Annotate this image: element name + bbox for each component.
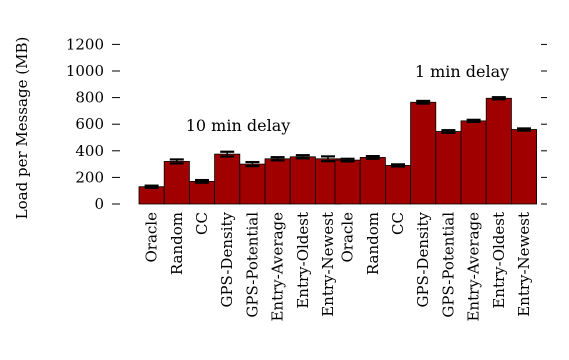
category-label: Entry-Newest xyxy=(515,212,533,317)
y-tick-label: 400 xyxy=(75,142,104,160)
category-label: Entry-Average xyxy=(465,212,483,322)
category-label: Entry-Average xyxy=(269,212,287,322)
bar xyxy=(460,120,487,205)
category-label: Entry-Oldest xyxy=(490,212,508,309)
y-tick-label: 200 xyxy=(75,168,104,186)
bar xyxy=(485,97,512,205)
bar xyxy=(138,186,165,205)
category-label: Entry-Newest xyxy=(319,212,337,317)
y-tick-label: 1200 xyxy=(66,35,104,53)
y-tick-label: 800 xyxy=(75,89,104,107)
bar xyxy=(289,156,316,205)
category-label: CC xyxy=(193,212,211,235)
bar xyxy=(435,131,462,205)
bar xyxy=(264,158,291,205)
bar xyxy=(214,153,241,205)
bar xyxy=(163,161,190,205)
category-label: CC xyxy=(389,212,407,235)
bar xyxy=(410,101,437,205)
category-label: Random xyxy=(364,212,382,275)
bar xyxy=(334,159,361,205)
category-label: GPS-Density xyxy=(218,211,236,307)
bar xyxy=(359,157,386,205)
y-tick-label: 600 xyxy=(75,115,104,133)
category-label: Oracle xyxy=(339,212,357,263)
category-label: Entry-Oldest xyxy=(294,212,312,309)
bar xyxy=(384,165,411,205)
bar xyxy=(510,129,537,205)
category-label: Random xyxy=(168,212,186,275)
category-label: GPS-Potential xyxy=(243,212,261,318)
category-label: GPS-Potential xyxy=(439,212,457,318)
category-label: GPS-Density xyxy=(414,211,432,307)
annotation-1-min-delay: 1 min delay xyxy=(415,62,509,81)
y-axis-label: Load per Message (MB) xyxy=(13,37,31,220)
bar xyxy=(188,180,215,205)
y-tick-label: 1000 xyxy=(66,62,104,80)
category-label: Oracle xyxy=(143,212,161,263)
bar xyxy=(239,163,266,205)
annotation-10-min-delay: 10 min delay xyxy=(186,116,291,135)
y-tick-label: 0 xyxy=(94,195,104,213)
